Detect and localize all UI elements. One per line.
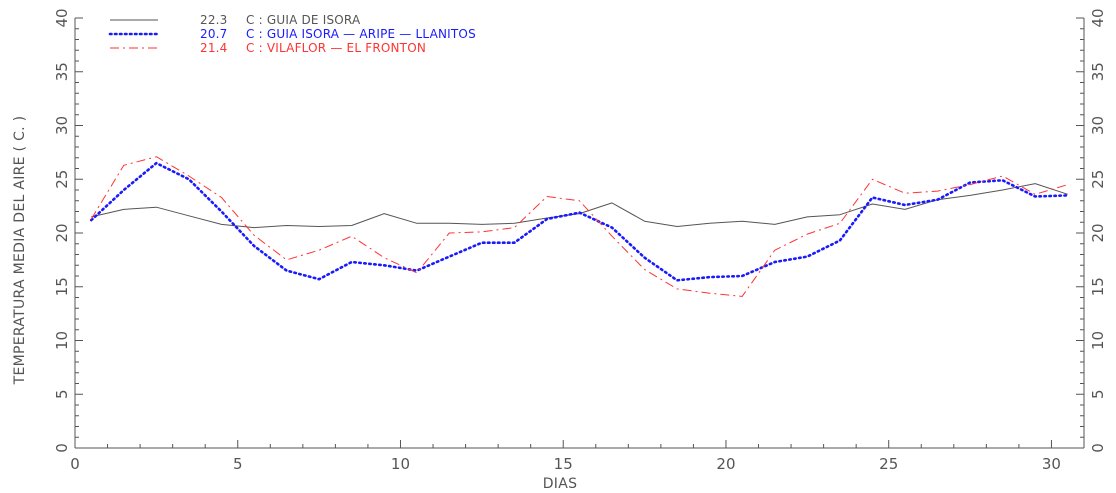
tick-layer: 0 0 5 5 10 10 15 15 20 20 25 25 30 30 35 35 40 40 0 5 10 15 20… (53, 8, 1107, 473)
y-tick-label-right: 15 (1089, 277, 1107, 296)
plot-frame (74, 18, 1085, 449)
legend-mean-3: 21.4 (200, 41, 228, 55)
y-tick-label-right: 0 (1089, 443, 1107, 453)
legend-mean-2: 20.7 (200, 27, 228, 41)
series-line-2 (90, 161, 1069, 282)
x-tick-label: 25 (879, 455, 898, 473)
series-line-1 (91, 183, 1068, 229)
y-tick-label-left: 25 (53, 170, 71, 189)
series-layer (90, 156, 1069, 297)
y-tick-label-left: 0 (53, 443, 71, 453)
y-tick-label-right: 20 (1089, 223, 1107, 242)
x-axis-title: DIAS (543, 476, 578, 492)
legend-label-2: C : GUIA ISORA — ARIPE — LLANITOS (246, 27, 476, 41)
y-tick-label-left: 20 (53, 223, 71, 242)
series-line-3 (90, 156, 1068, 297)
y-tick-label-left: 40 (53, 8, 71, 27)
x-tick-label: 0 (70, 455, 80, 473)
x-tick-label: 20 (716, 455, 735, 473)
x-tick-label: 5 (233, 455, 243, 473)
y-tick-label-right: 5 (1089, 389, 1107, 399)
y-axis-title: TEMPERATURA MEDIA DEL AIRE ( C. ) (12, 116, 28, 386)
legend-label-3: C : VILAFLOR — EL FRONTON (246, 41, 426, 55)
y-tick-label-left: 35 (53, 62, 71, 81)
y-tick-label-right: 30 (1089, 116, 1107, 135)
y-tick-label-right: 25 (1089, 170, 1107, 189)
legend-mean-1: 22.3 (200, 13, 228, 27)
y-tick-label-left: 30 (53, 116, 71, 135)
x-tick-label: 15 (554, 455, 573, 473)
y-tick-label-right: 10 (1089, 331, 1107, 350)
x-tick-label: 10 (391, 455, 410, 473)
y-tick-label-left: 5 (53, 389, 71, 399)
y-tick-label-right: 40 (1089, 8, 1107, 27)
legend-label-1: C : GUIA DE ISORA (246, 13, 361, 27)
legend: 22.3 C : GUIA DE ISORA 20.7 C : GUIA ISORA … (108, 13, 476, 55)
y-tick-label-left: 10 (53, 331, 71, 350)
x-tick-label: 30 (1042, 455, 1061, 473)
y-tick-label-right: 35 (1089, 62, 1107, 81)
y-tick-label-left: 15 (53, 277, 71, 296)
